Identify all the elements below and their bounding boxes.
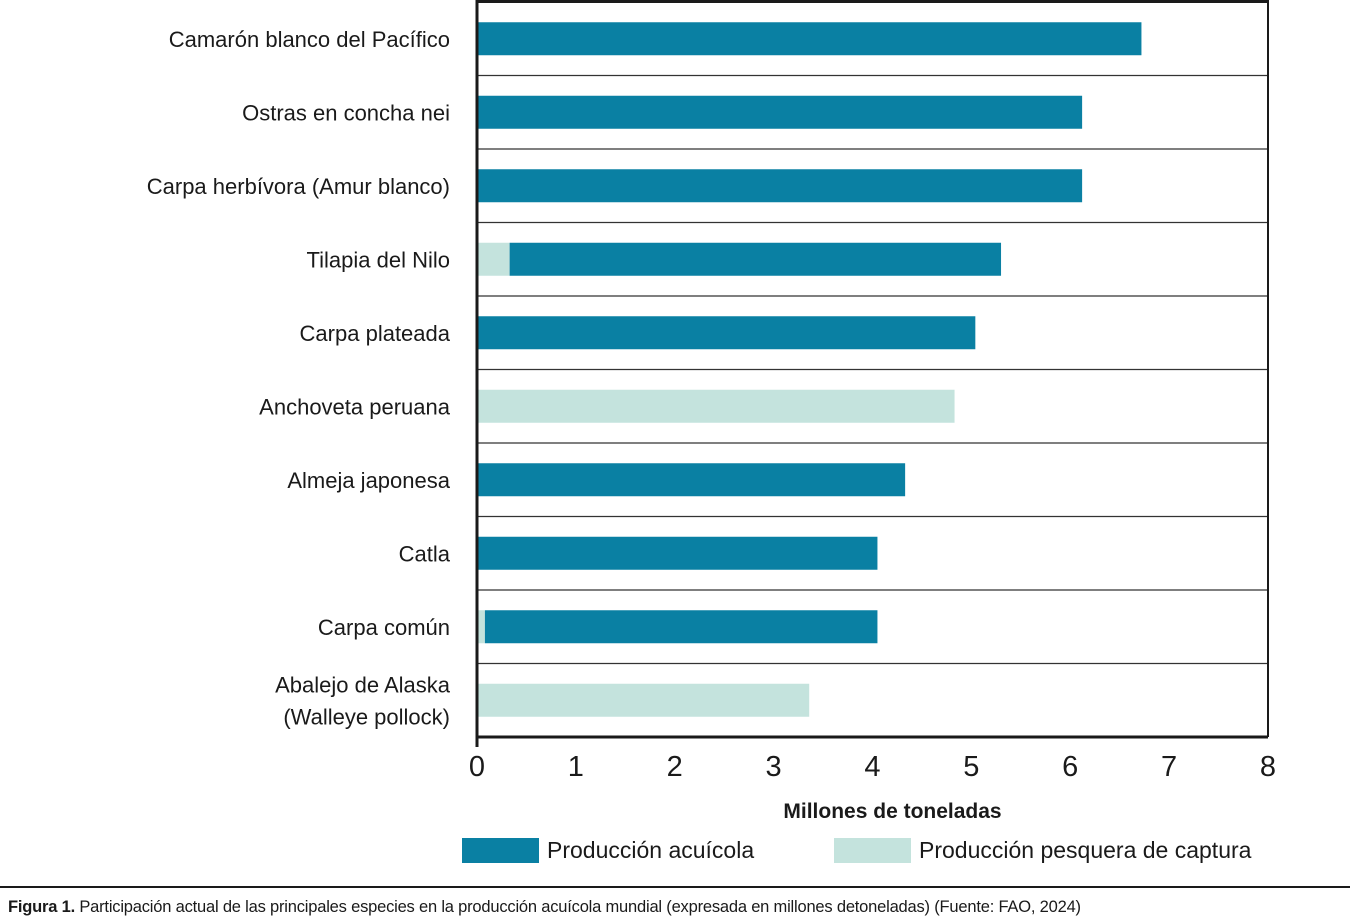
category-label: Tilapia del Nilo <box>307 247 450 272</box>
bar-chart: Camarón blanco del Pacífico Ostras en con… <box>147 0 1276 863</box>
category-label-line: Anchoveta peruana <box>259 394 451 419</box>
category-label-line: Almeja japonesa <box>287 468 450 493</box>
x-tick-label: 1 <box>568 751 584 783</box>
category-label: Camarón blanco del Pacífico <box>169 27 450 52</box>
category-label: Carpa herbívora (Amur blanco) <box>147 174 450 199</box>
category-label: Carpa común <box>318 615 450 640</box>
bar-acuicola <box>509 242 1002 276</box>
category-label-line: Carpa herbívora (Amur blanco) <box>147 174 450 199</box>
category-label: Abalejo de Alaska (Walleye pollock) <box>275 672 451 729</box>
figure-caption: Figura 1. Participación actual de las pr… <box>8 898 1081 917</box>
category-label-line: Abalejo de Alaska <box>275 672 451 697</box>
category-label: Almeja japonesa <box>287 468 450 493</box>
bar-captura <box>477 610 485 644</box>
category-label-line: Tilapia del Nilo <box>307 247 450 272</box>
category-label-line: Catla <box>399 541 451 566</box>
bar-acuicola <box>484 610 878 644</box>
bar-captura <box>477 242 510 276</box>
x-tick-label: 4 <box>864 751 880 783</box>
legend-swatch <box>834 838 911 863</box>
caption-label: Figura 1. <box>8 898 75 916</box>
category-label-line: Camarón blanco del Pacífico <box>169 27 450 52</box>
x-tick-label: 3 <box>766 751 782 783</box>
bar-acuicola <box>477 22 1142 56</box>
legend-label: Producción pesquera de captura <box>919 837 1252 863</box>
x-tick-label: 8 <box>1260 751 1276 783</box>
category-label-line: Carpa plateada <box>300 321 451 346</box>
category-label-line: Carpa común <box>318 615 450 640</box>
legend-swatch <box>462 838 539 863</box>
category-label: Catla <box>399 541 451 566</box>
x-tick-label: 2 <box>667 751 683 783</box>
bar-acuicola <box>477 95 1083 129</box>
x-tick-label: 7 <box>1161 751 1177 783</box>
x-tick-label: 5 <box>963 751 979 783</box>
x-tick-label: 0 <box>469 751 485 783</box>
x-axis-title: Millones de toneladas <box>783 800 1001 823</box>
category-label: Anchoveta peruana <box>259 394 451 419</box>
category-label-line: (Walleye pollock) <box>283 704 450 729</box>
caption-text: Participación actual de las principales … <box>74 898 1081 916</box>
x-tick-label: 6 <box>1062 751 1078 783</box>
category-label: Ostras en concha nei <box>242 100 450 125</box>
bar-captura <box>477 389 955 423</box>
bar-acuicola <box>477 463 906 497</box>
caption-divider <box>0 886 1350 888</box>
category-label-line: Ostras en concha nei <box>242 100 450 125</box>
bar-acuicola <box>477 316 976 350</box>
bar-acuicola <box>477 536 878 570</box>
bar-captura <box>477 683 810 717</box>
category-label: Carpa plateada <box>300 321 451 346</box>
bar-acuicola <box>477 169 1083 203</box>
legend-label: Producción acuícola <box>547 837 754 863</box>
